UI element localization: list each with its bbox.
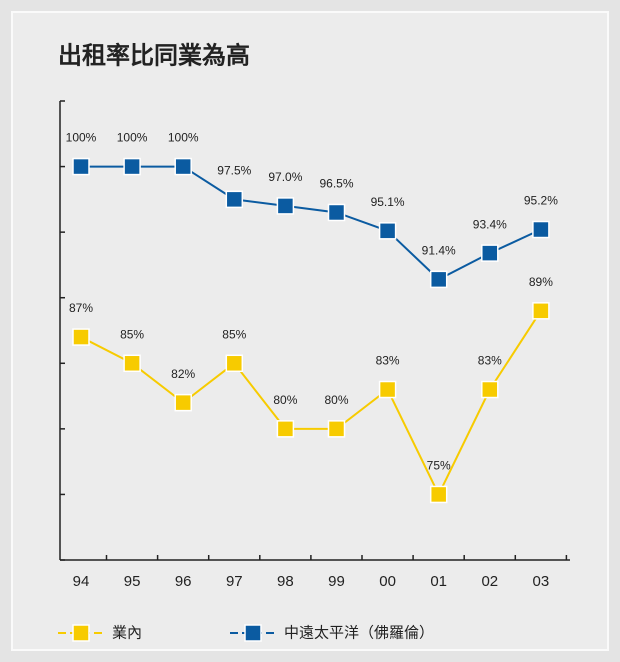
- x-tick-label: 98: [277, 573, 294, 590]
- x-tick-label: 95: [124, 573, 141, 590]
- marker: [327, 420, 346, 438]
- data-label: 83%: [376, 354, 400, 368]
- x-tick-label: 02: [481, 573, 498, 590]
- marker: [72, 328, 90, 346]
- data-label: 75%: [427, 459, 451, 473]
- x-tick-label: 99: [328, 573, 345, 590]
- marker: [532, 302, 550, 320]
- data-label: 87%: [69, 301, 93, 315]
- marker: [429, 270, 448, 289]
- data-label: 100%: [66, 131, 97, 145]
- marker: [276, 420, 295, 438]
- legend-label: 業內: [112, 624, 142, 642]
- data-label: 80%: [273, 393, 297, 407]
- data-label: 83%: [478, 354, 502, 368]
- data-label: 100%: [117, 131, 148, 145]
- chart-title: 出租率比同業為高: [58, 41, 250, 70]
- x-tick-label: 03: [533, 573, 550, 590]
- legend-marker: [72, 624, 90, 642]
- data-label: 85%: [222, 327, 246, 341]
- marker: [276, 197, 295, 215]
- x-tick-label: 01: [430, 573, 447, 590]
- marker: [174, 393, 192, 412]
- marker: [225, 354, 244, 373]
- data-label: 95.2%: [524, 194, 558, 208]
- data-label: 82%: [171, 367, 195, 381]
- data-label: 89%: [529, 275, 553, 289]
- marker: [72, 157, 90, 176]
- marker: [532, 220, 550, 239]
- series-line: [80, 310, 542, 497]
- legend-marker: [244, 624, 262, 642]
- panel: [11, 11, 609, 651]
- marker: [225, 190, 244, 209]
- data-label: 80%: [324, 393, 348, 407]
- x-tick-label: 96: [175, 573, 192, 590]
- data-label: 97.5%: [217, 164, 251, 178]
- x-tick-label: 97: [226, 573, 243, 590]
- series-line: [81, 165, 542, 281]
- data-label: 96.5%: [319, 177, 353, 191]
- data-label: 93.4%: [473, 217, 507, 231]
- marker: [481, 380, 499, 399]
- marker: [378, 222, 397, 240]
- x-tick-label: 94: [73, 573, 90, 590]
- marker: [378, 380, 397, 399]
- data-label: 97.0%: [268, 170, 302, 184]
- marker: [123, 157, 141, 176]
- marker: [174, 157, 192, 176]
- marker: [327, 203, 346, 222]
- x-tick-label: 00: [379, 573, 396, 590]
- marker: [123, 354, 141, 373]
- legend-label: 中遠太平洋（佛羅倫）: [284, 624, 434, 642]
- data-label: 91.4%: [422, 244, 456, 258]
- data-label: 85%: [120, 327, 144, 341]
- data-label: 100%: [168, 131, 199, 145]
- marker: [429, 485, 448, 504]
- data-label: 95.1%: [371, 195, 405, 209]
- marker: [481, 244, 499, 262]
